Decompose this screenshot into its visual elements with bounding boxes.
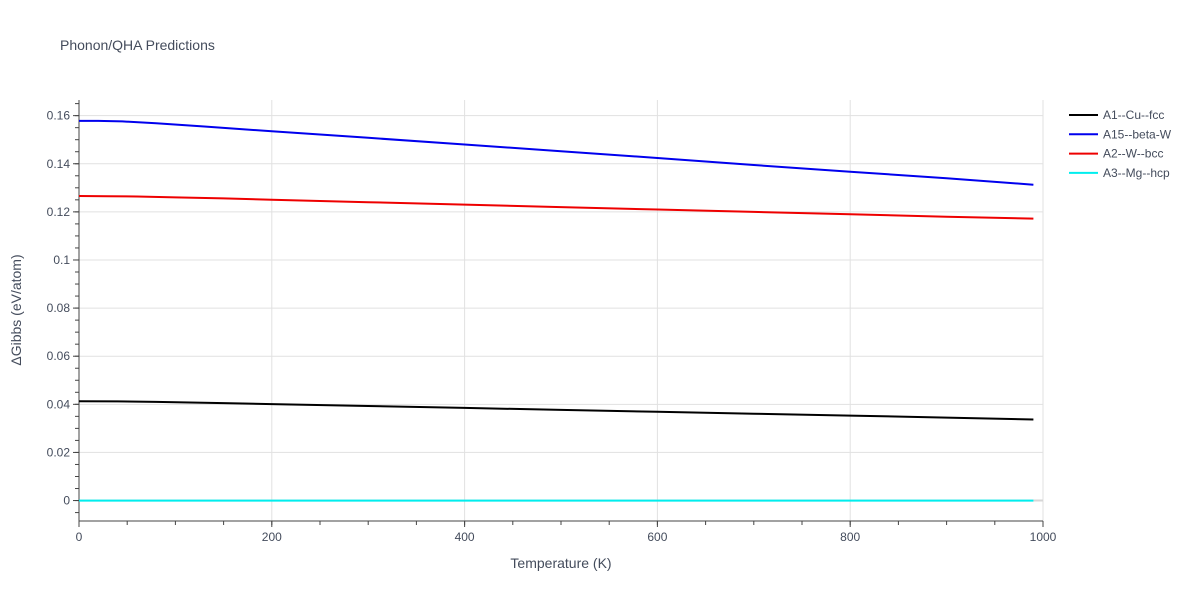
legend-label: A1--Cu--fcc xyxy=(1103,108,1164,122)
y-tick-label: 0.06 xyxy=(47,349,71,363)
y-tick-label: 0.08 xyxy=(47,301,71,315)
x-axis-label: Temperature (K) xyxy=(510,555,611,571)
x-tick-label: 400 xyxy=(455,530,475,544)
series-line-a15-beta-w xyxy=(79,119,1034,186)
y-tick-label: 0.02 xyxy=(47,445,71,459)
axes: 0 200 400 600 800 1000 0 0.02 0.04 0.06 0.08 0.1 0.1… xyxy=(47,100,1057,544)
legend-item-a3-mg-hcp[interactable]: A3--Mg--hcp xyxy=(1069,166,1170,180)
series-line-a2-w-bcc xyxy=(78,195,1034,220)
x-tick-label: 200 xyxy=(262,530,282,544)
x-tick-label: 0 xyxy=(76,530,83,544)
legend-label: A2--W--bcc xyxy=(1103,147,1163,161)
legend-label: A3--Mg--hcp xyxy=(1103,166,1170,180)
chart-title: Phonon/QHA Predictions xyxy=(60,37,215,53)
plot-series xyxy=(78,119,1034,502)
y-tick-label: 0.12 xyxy=(47,205,71,219)
y-tick-label: 0.04 xyxy=(47,397,71,411)
x-tick-label: 600 xyxy=(647,530,667,544)
legend-item-a1-cu-fcc[interactable]: A1--Cu--fcc xyxy=(1069,108,1164,122)
legend-item-a2-w-bcc[interactable]: A2--W--bcc xyxy=(1069,147,1163,161)
y-tick-label: 0.1 xyxy=(53,253,70,267)
y-tick-label: 0.14 xyxy=(47,157,71,171)
series-line-a1-cu-fcc xyxy=(78,400,1034,421)
legend[interactable]: A1--Cu--fcc A15--beta-W A2--W--bcc A3--Mg--… xyxy=(1069,108,1172,180)
y-tick-label: 0 xyxy=(63,494,70,508)
x-tick-label: 1000 xyxy=(1030,530,1057,544)
y-tick-label: 0.16 xyxy=(47,109,71,123)
x-tick-label: 800 xyxy=(840,530,860,544)
y-axis-label: ΔGibbs (eV/atom) xyxy=(8,254,24,365)
legend-label: A15--beta-W xyxy=(1103,127,1172,141)
legend-item-a15-beta-w[interactable]: A15--beta-W xyxy=(1069,127,1172,141)
